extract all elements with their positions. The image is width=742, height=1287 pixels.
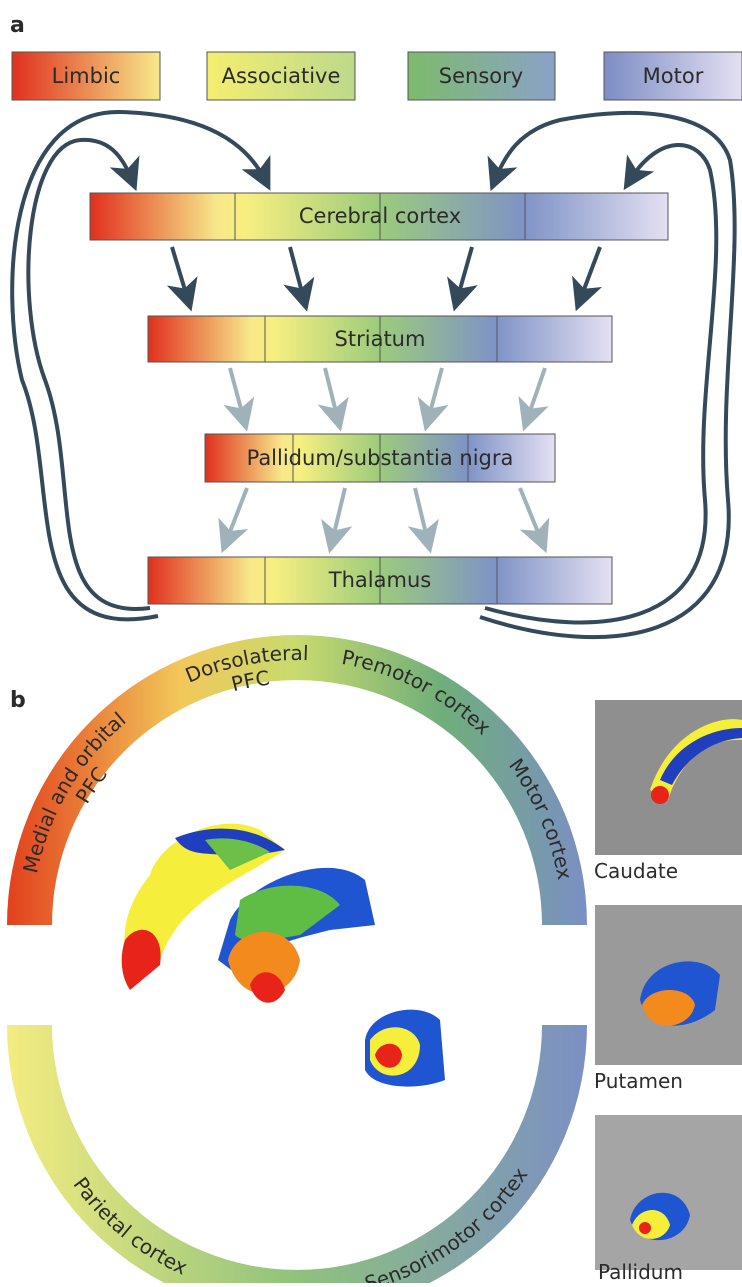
striatum-maps (122, 824, 445, 1087)
thumbnail-label: Putamen (594, 1069, 683, 1093)
bar-label: Pallidum/substantia nigra (247, 446, 514, 470)
arc-label-line: Parietal cortex (69, 1173, 192, 1280)
legend-label: Limbic (52, 64, 121, 88)
panel-label: a (10, 13, 25, 38)
bars (90, 193, 668, 604)
panel-label: b (10, 688, 26, 713)
arc-label: Premotor cortex (340, 645, 496, 740)
arc-label-line: Premotor cortex (340, 645, 496, 740)
page: {"panel_a":{"label":"a","legend":["Limbi… (0, 0, 742, 1283)
mri-thumbnails (595, 700, 742, 1270)
thumbnail-label: Caudate (594, 859, 678, 883)
legend-label: Associative (222, 64, 341, 88)
figure: a Limbic Associative Sensory Motor Cereb… (0, 0, 742, 1283)
legend (12, 52, 742, 100)
bar-label: Striatum (335, 327, 426, 351)
legend-label: Sensory (439, 64, 523, 88)
bar-label: Thalamus (328, 568, 431, 592)
arc-label: Parietal cortex (69, 1173, 192, 1280)
lower-arc (7, 1025, 587, 1283)
legend-label: Motor (643, 64, 704, 88)
thumbnail (595, 1115, 742, 1270)
thumbnail-label: Pallidum (598, 1260, 683, 1283)
bar-label: Cerebral cortex (299, 204, 461, 228)
